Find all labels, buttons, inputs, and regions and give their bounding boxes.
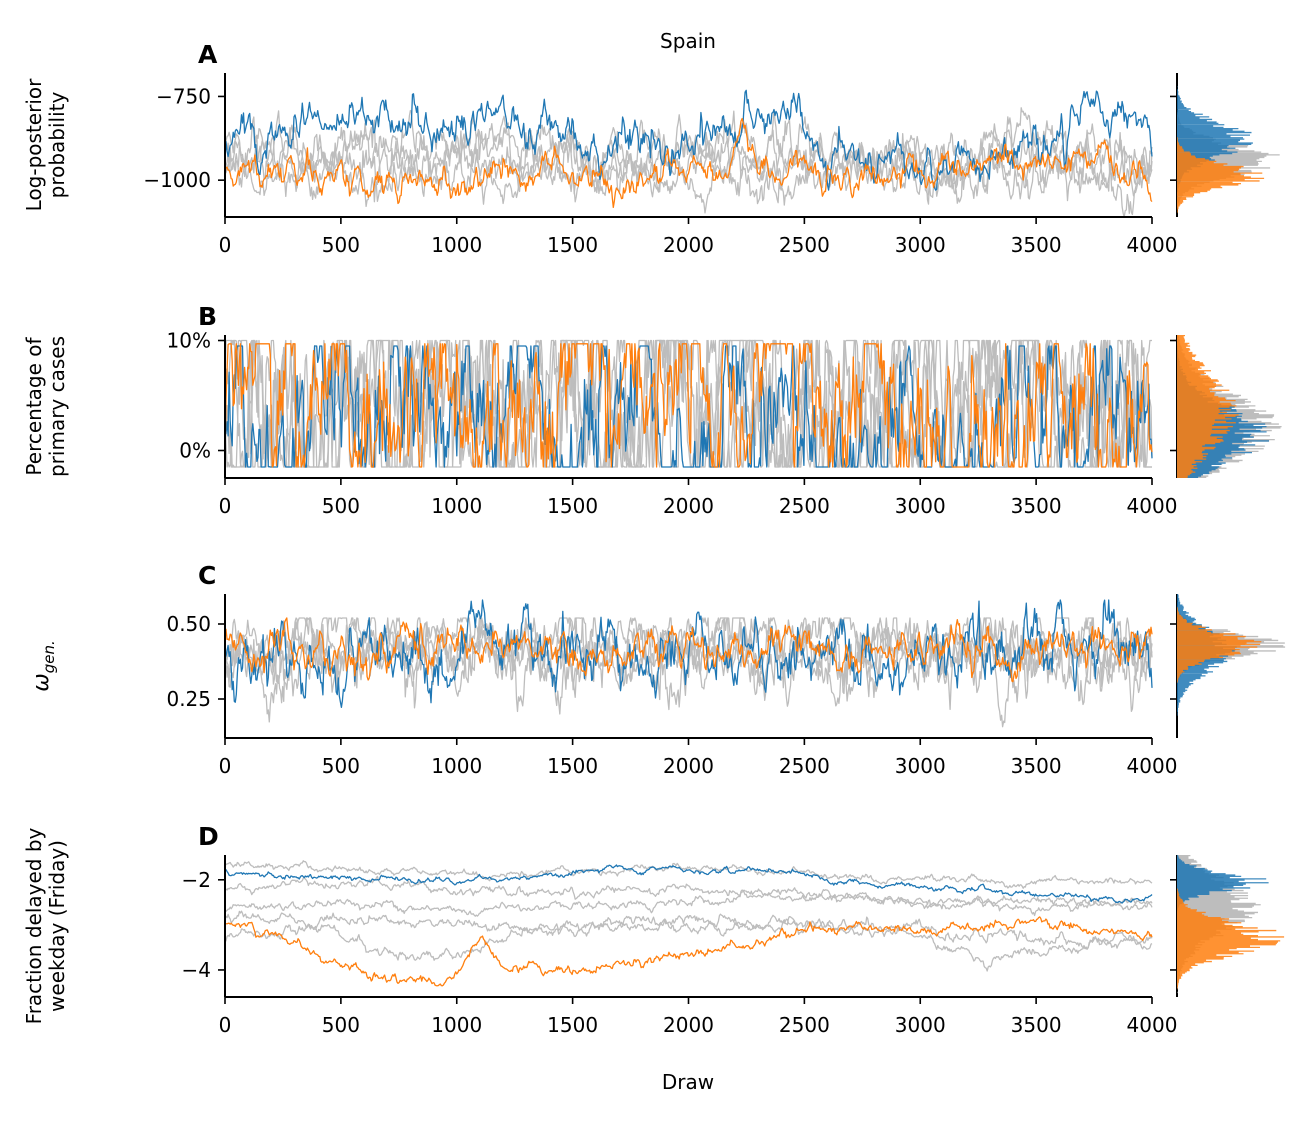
x-tick-label: 1000 <box>431 754 482 778</box>
x-tick-label: 2000 <box>663 1013 714 1037</box>
trace-other-1 <box>224 875 1153 911</box>
trace-highlight_2-6 <box>224 916 1153 987</box>
x-tick-label: 0 <box>219 754 232 778</box>
panel-D: D Fraction delayed byweekday (Friday) 0 500… <box>22 822 1285 1037</box>
x-tick-label: 2500 <box>779 494 830 518</box>
panel-letter: C <box>198 561 216 590</box>
histogram-highlight_2-2 <box>1177 137 1265 214</box>
panel-letter: D <box>198 822 219 851</box>
panel-A: A Log-posteriorprobability 0 500 1000 1500 200… <box>22 40 1280 257</box>
x-tick-label: 500 <box>322 494 360 518</box>
y-axis-label: Fraction delayed byweekday (Friday) <box>22 827 69 1024</box>
y-tick-label: 10% <box>167 329 211 353</box>
x-tick-label: 3000 <box>895 1013 946 1037</box>
x-tick-label: 3500 <box>1011 754 1062 778</box>
x-axis-label: Draw <box>662 1070 714 1094</box>
x-tick-label: 500 <box>322 1013 360 1037</box>
figure-title: Spain <box>660 29 716 53</box>
histogram-highlight_2-2 <box>1177 607 1262 684</box>
y-tick-label: 0.50 <box>166 612 211 636</box>
y-axis-label: Log-posteriorprobability <box>22 78 69 211</box>
x-tick-label: 3500 <box>1011 1013 1062 1037</box>
x-tick-label: 1500 <box>547 1013 598 1037</box>
y-tick-label: −1000 <box>143 168 211 192</box>
y-tick-label: −750 <box>156 84 211 108</box>
x-tick-label: 1500 <box>547 754 598 778</box>
x-tick-label: 0 <box>219 233 232 257</box>
y-axis-label: ωgen. <box>29 640 58 691</box>
trace-highlight_2-5 <box>224 117 1153 209</box>
trace-other-2 <box>224 887 1153 917</box>
x-tick-label: 4000 <box>1127 754 1178 778</box>
y-axis-label: Percentage ofprimary cases <box>22 336 69 477</box>
x-tick-label: 2500 <box>779 233 830 257</box>
x-tick-label: 2500 <box>779 754 830 778</box>
x-tick-label: 0 <box>219 494 232 518</box>
x-tick-label: 3500 <box>1011 494 1062 518</box>
histogram-highlight_1-1 <box>1177 855 1269 911</box>
x-tick-label: 1000 <box>431 1013 482 1037</box>
x-tick-label: 1000 <box>431 233 482 257</box>
histogram-highlight_2-2 <box>1177 335 1239 478</box>
y-tick-label: −4 <box>182 958 211 982</box>
trace-highlight_2-5 <box>224 343 1153 468</box>
x-tick-label: 4000 <box>1127 494 1178 518</box>
trace-other-2 <box>224 131 1153 218</box>
x-tick-label: 1500 <box>547 233 598 257</box>
histogram-highlight_2-2 <box>1177 888 1285 990</box>
panel-B: B Percentage ofprimary cases 0 500 1000 1500 2… <box>22 302 1282 518</box>
trace-other-3 <box>224 116 1153 203</box>
x-tick-label: 1000 <box>431 494 482 518</box>
trace-highlight_1-4 <box>224 599 1153 709</box>
x-tick-label: 4000 <box>1127 1013 1178 1037</box>
x-tick-label: 3500 <box>1011 233 1062 257</box>
trace-other-3 <box>224 339 1152 468</box>
trace-other-0 <box>224 617 1153 728</box>
y-tick-label: 0% <box>179 439 211 463</box>
x-tick-label: 500 <box>322 754 360 778</box>
x-tick-label: 2000 <box>663 233 714 257</box>
trace-other-3 <box>224 913 1153 961</box>
x-tick-label: 4000 <box>1127 233 1178 257</box>
panel-letter: A <box>198 40 218 69</box>
x-tick-label: 2000 <box>663 754 714 778</box>
trace-other-0 <box>225 860 1153 889</box>
x-tick-label: 1500 <box>547 494 598 518</box>
y-tick-label: −2 <box>182 868 211 892</box>
panel-letter: B <box>198 302 217 331</box>
x-tick-label: 2500 <box>779 1013 830 1037</box>
trace-highlight_2-5 <box>224 617 1153 683</box>
x-tick-label: 3000 <box>895 494 946 518</box>
x-tick-label: 3000 <box>895 754 946 778</box>
trace-highlight_1-5 <box>224 864 1153 904</box>
x-tick-label: 3000 <box>895 233 946 257</box>
x-tick-label: 0 <box>219 1013 232 1037</box>
x-tick-label: 500 <box>322 233 360 257</box>
trace-other-0 <box>224 107 1153 205</box>
y-tick-label: 0.25 <box>166 687 211 711</box>
trace-other-4 <box>224 910 1153 972</box>
x-tick-label: 2000 <box>663 494 714 518</box>
